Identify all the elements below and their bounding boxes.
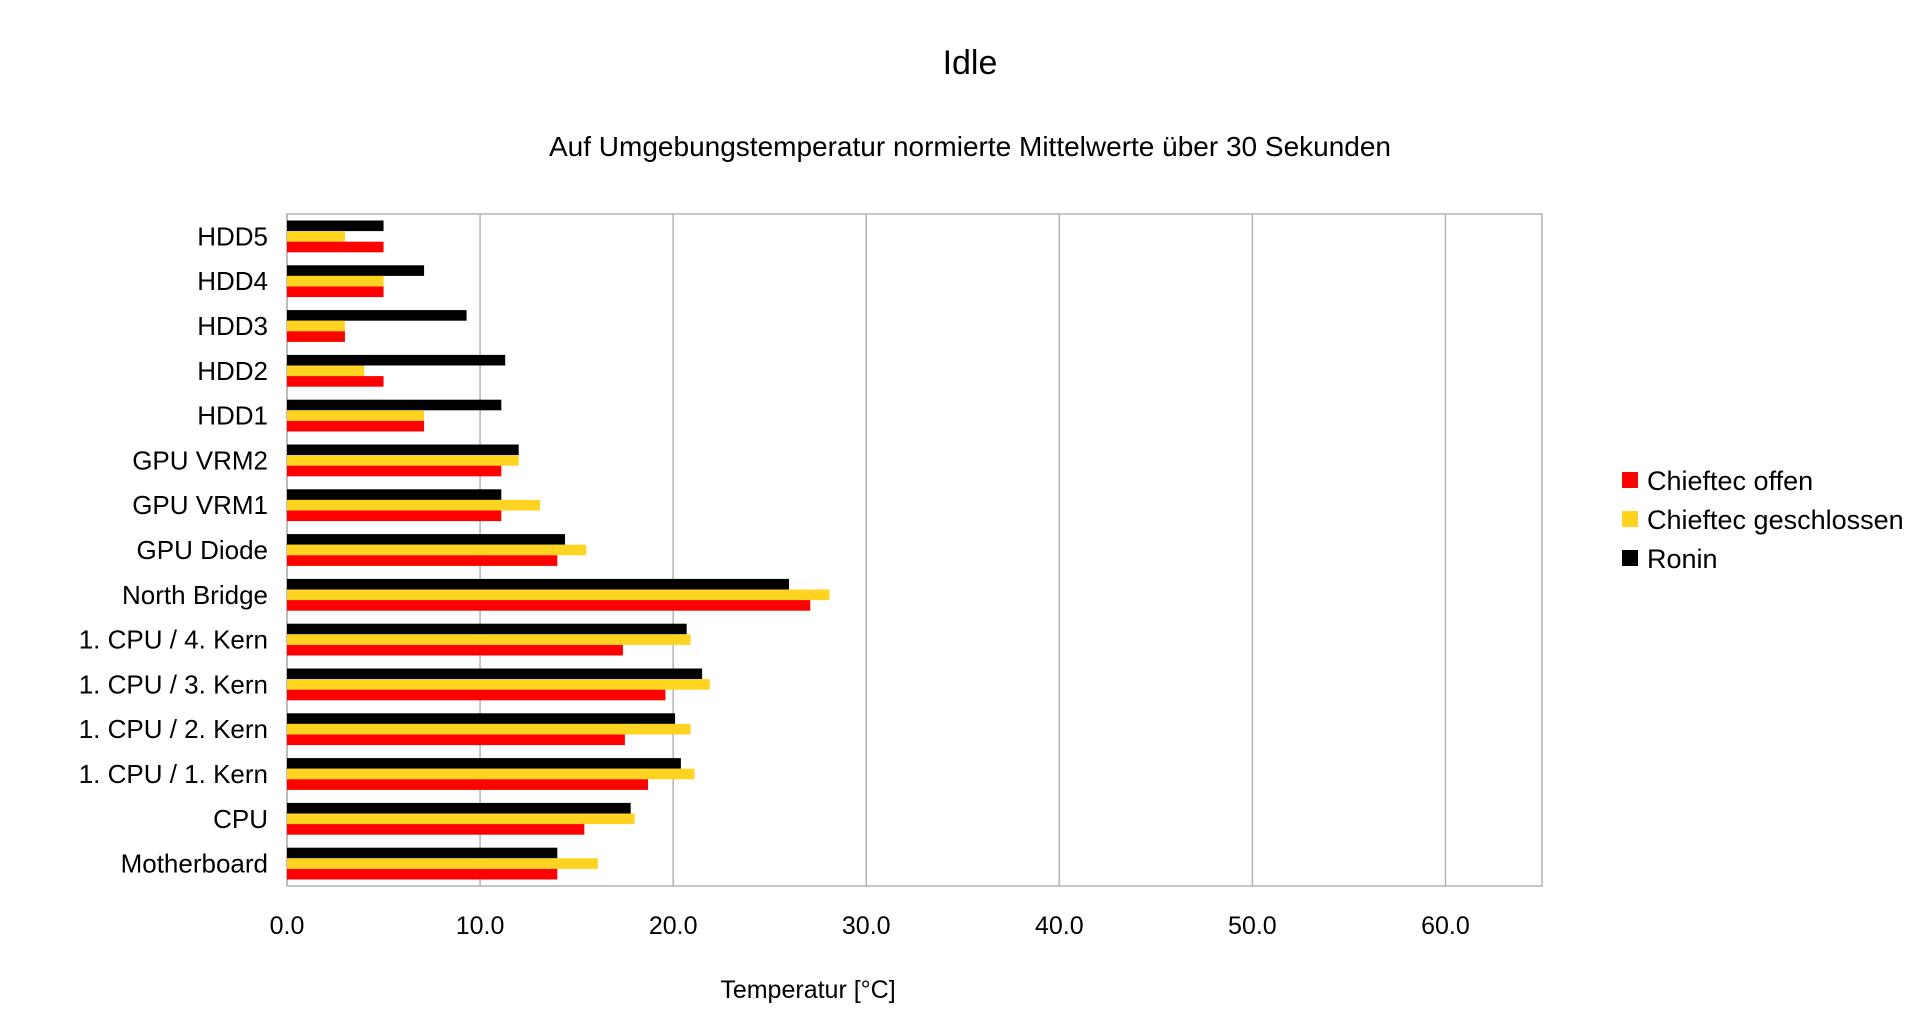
bar bbox=[287, 847, 558, 859]
category-label: GPU VRM2 bbox=[132, 445, 268, 475]
bar bbox=[287, 444, 519, 456]
category-label: Motherboard bbox=[121, 849, 268, 879]
bar bbox=[287, 555, 558, 566]
bar bbox=[287, 275, 384, 287]
bar bbox=[287, 410, 425, 421]
category-label: HDD3 bbox=[197, 311, 268, 341]
bar bbox=[287, 455, 519, 466]
bars bbox=[287, 220, 830, 880]
bar bbox=[287, 734, 625, 746]
bar bbox=[287, 399, 502, 411]
x-tick-label: 10.0 bbox=[456, 912, 505, 940]
category-labels: HDD5 HDD4 HDD3 HDD2 HDD1 GPU VRM2 GPU VRM1 GPU … bbox=[79, 221, 268, 878]
legend: Chieftec offen Chieftec geschlossen Ronin bbox=[1622, 466, 1904, 574]
category-label: GPU VRM1 bbox=[132, 490, 268, 520]
chart-title: Idle bbox=[943, 44, 998, 82]
bar bbox=[287, 600, 811, 611]
category-label: CPU bbox=[213, 804, 268, 834]
bar bbox=[287, 578, 789, 590]
category-label: 1. CPU / 1. Kern bbox=[79, 759, 268, 789]
bar bbox=[287, 713, 676, 724]
grid-lines bbox=[286, 214, 1447, 886]
x-tick-label: 0.0 bbox=[270, 912, 305, 940]
bar bbox=[287, 813, 635, 825]
category-label: 1. CPU / 3. Kern bbox=[79, 669, 268, 699]
x-tick-label: 30.0 bbox=[842, 912, 891, 940]
category-label: HDD5 bbox=[197, 221, 268, 251]
bar bbox=[287, 824, 585, 835]
chart-subtitle: Auf Umgebungstemperatur normierte Mittel… bbox=[549, 131, 1391, 162]
legend-label: Ronin bbox=[1647, 544, 1718, 574]
bar bbox=[287, 623, 687, 635]
bar bbox=[287, 723, 691, 735]
bar bbox=[287, 758, 681, 769]
bar bbox=[287, 644, 623, 656]
bar bbox=[287, 231, 345, 242]
x-axis-label: Temperatur [°C] bbox=[720, 976, 895, 1004]
category-label: North Bridge bbox=[122, 580, 268, 610]
legend-label: Chieftec geschlossen bbox=[1647, 505, 1904, 535]
bar bbox=[287, 534, 566, 545]
bar bbox=[287, 310, 467, 321]
x-tick-label: 50.0 bbox=[1228, 912, 1277, 940]
x-tick-labels: 0.0 10.0 20.0 30.0 40.0 50.0 60.0 bbox=[270, 912, 1470, 940]
category-label: GPU Diode bbox=[137, 535, 269, 565]
legend-label: Chieftec offen bbox=[1647, 466, 1813, 496]
bar bbox=[287, 858, 598, 869]
bar bbox=[287, 320, 345, 332]
legend-swatch bbox=[1622, 511, 1638, 527]
legend-swatch bbox=[1622, 550, 1638, 566]
bar bbox=[287, 286, 384, 298]
bar bbox=[287, 376, 384, 387]
x-tick-label: 60.0 bbox=[1421, 912, 1470, 940]
category-label: 1. CPU / 2. Kern bbox=[79, 714, 268, 744]
legend-swatch bbox=[1622, 472, 1638, 488]
bar bbox=[287, 365, 365, 377]
bar bbox=[287, 768, 695, 780]
x-tick-label: 40.0 bbox=[1035, 912, 1084, 940]
bar bbox=[287, 465, 502, 477]
category-label: 1. CPU / 4. Kern bbox=[79, 625, 268, 655]
category-label: HDD1 bbox=[197, 401, 268, 431]
bar bbox=[287, 265, 425, 276]
bar bbox=[287, 868, 558, 880]
bar bbox=[287, 634, 691, 645]
bar bbox=[287, 544, 587, 556]
category-label: HDD2 bbox=[197, 356, 268, 386]
category-label: HDD4 bbox=[197, 266, 268, 296]
bar bbox=[287, 802, 631, 814]
bar bbox=[287, 668, 703, 680]
bar bbox=[287, 354, 506, 366]
bar bbox=[287, 489, 502, 500]
bar bbox=[287, 331, 345, 342]
bar bbox=[287, 241, 384, 253]
bar bbox=[287, 779, 649, 790]
bar bbox=[287, 689, 666, 701]
bar bbox=[287, 499, 540, 511]
bar bbox=[287, 510, 502, 522]
x-tick-label: 20.0 bbox=[649, 912, 698, 940]
bar bbox=[287, 220, 384, 232]
bar bbox=[287, 420, 425, 432]
bar bbox=[287, 679, 710, 690]
bar bbox=[287, 589, 830, 601]
